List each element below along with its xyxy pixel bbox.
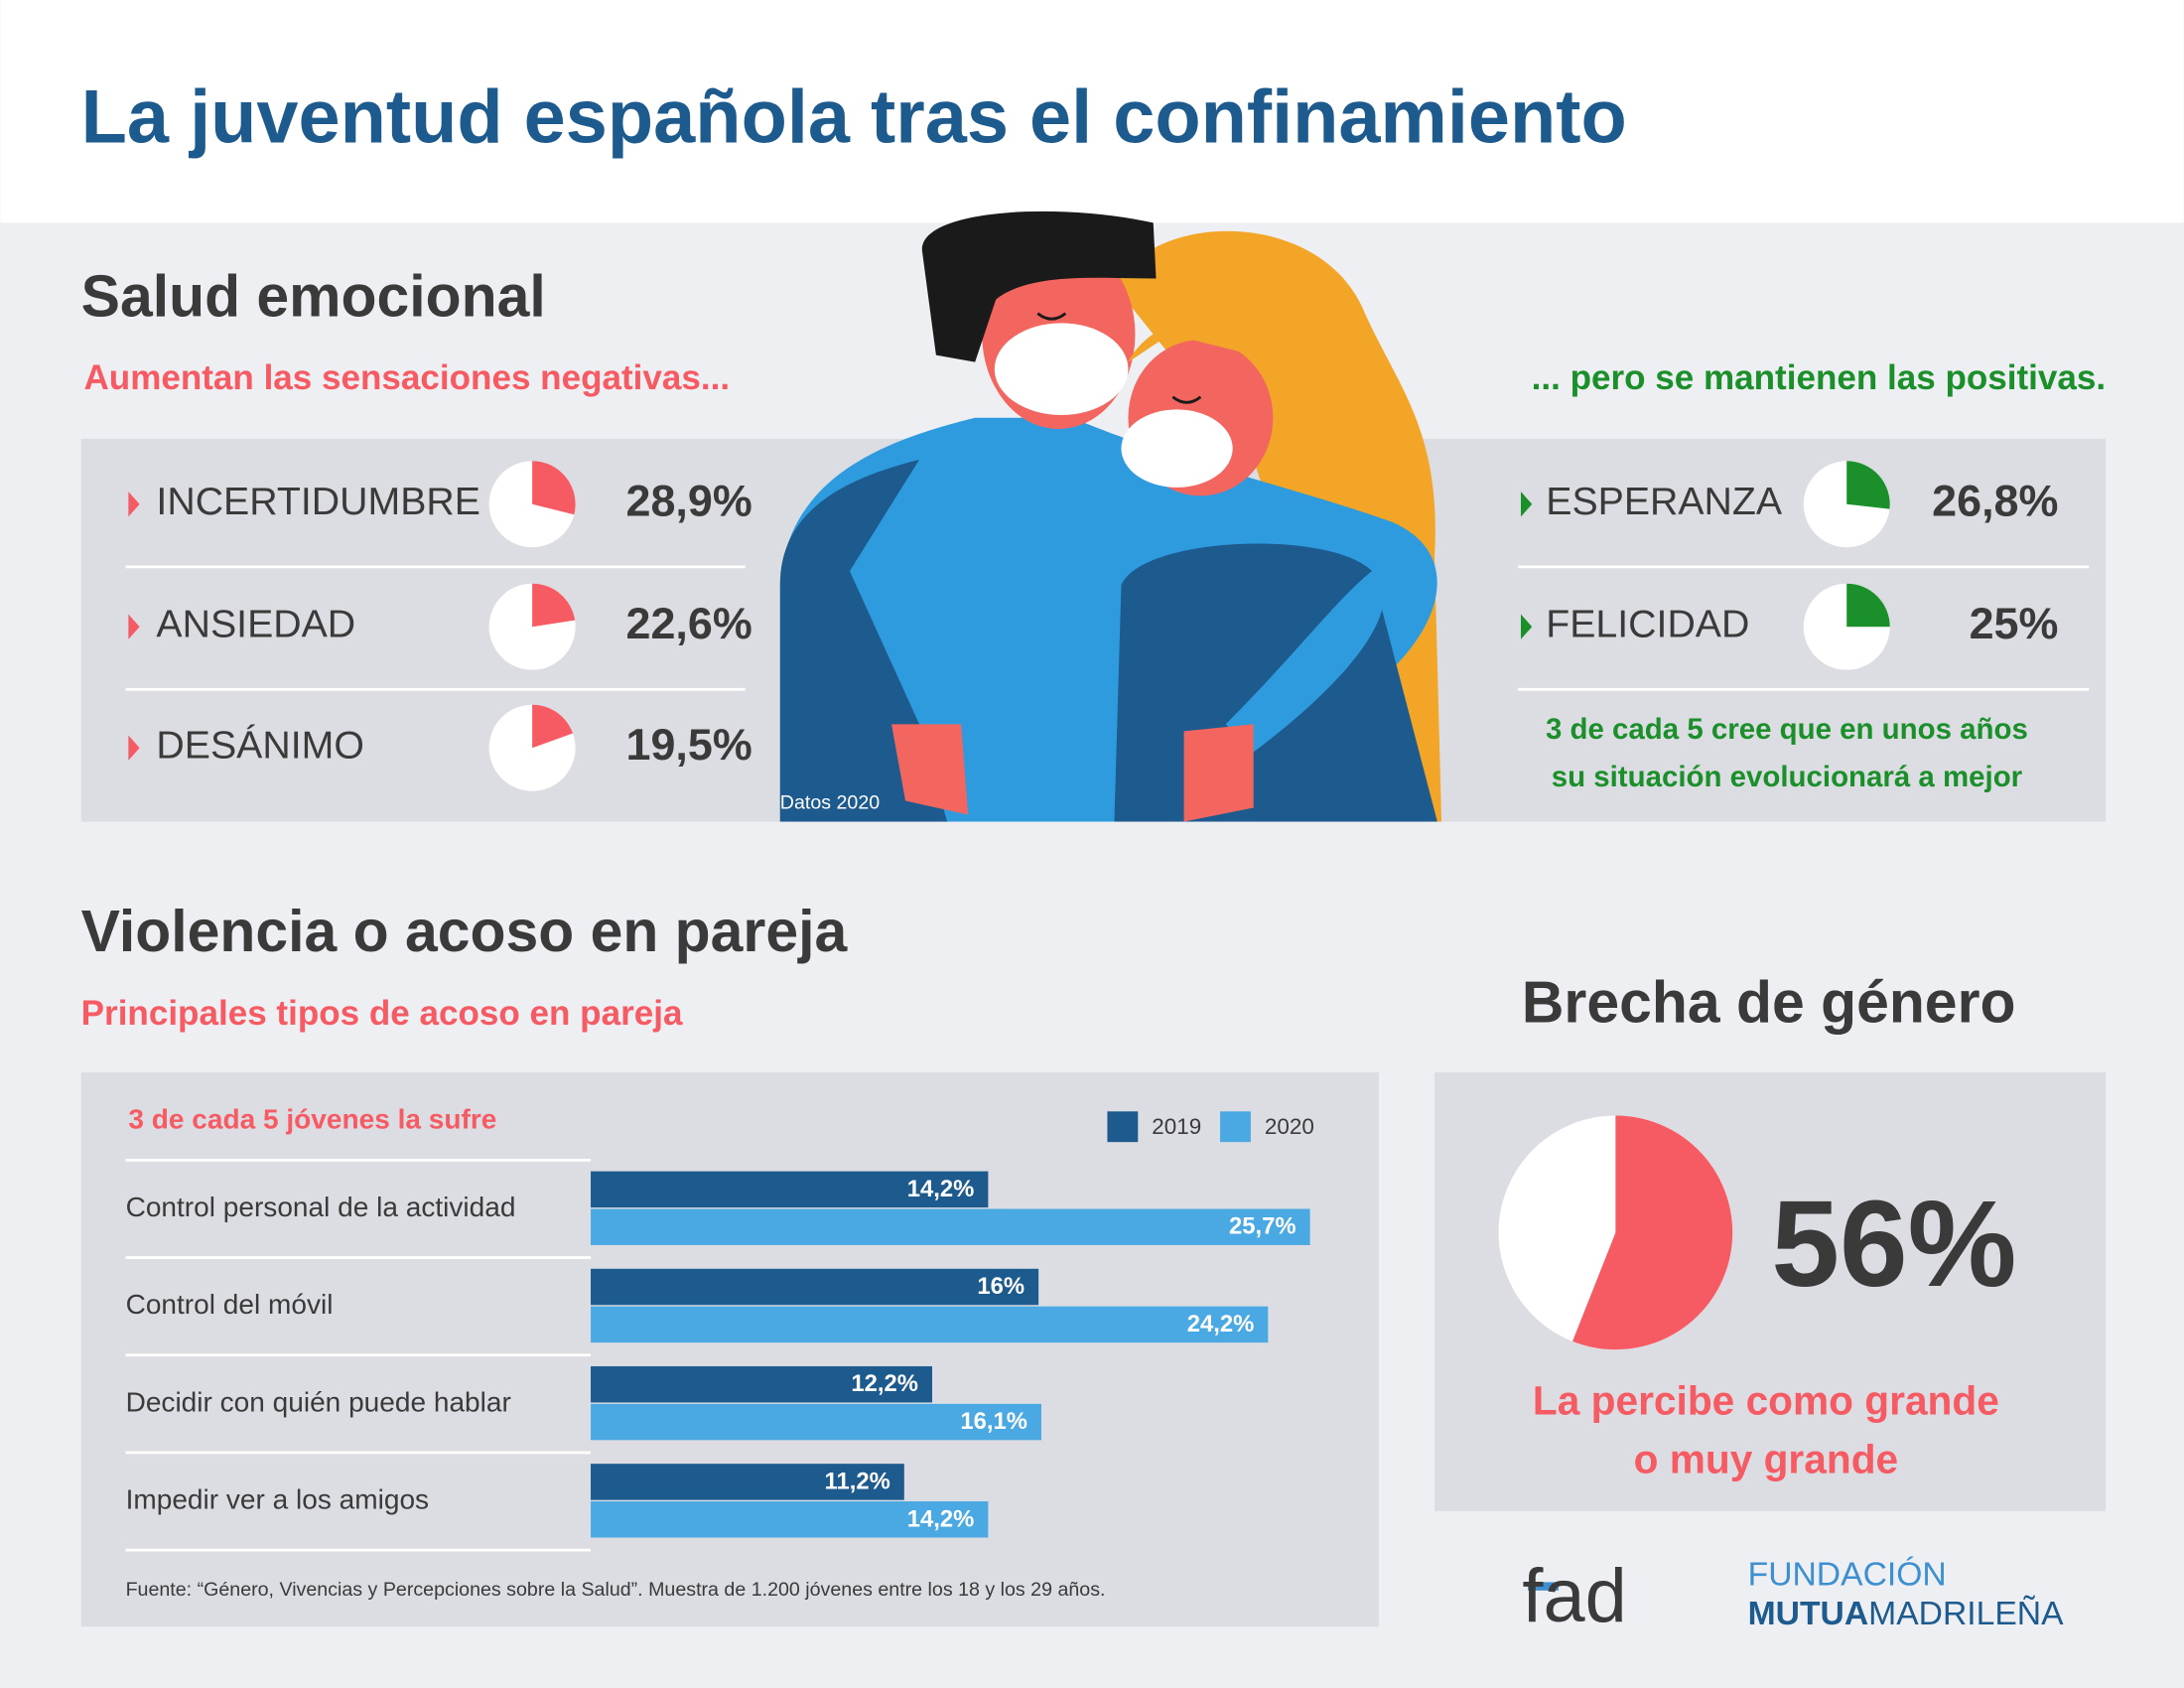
row-marker <box>128 492 140 517</box>
pie-slice <box>1846 461 1890 509</box>
bar-label: 16,1% <box>960 1408 1027 1435</box>
pie-slice <box>1572 1115 1733 1350</box>
eye <box>1171 395 1202 404</box>
bar-label: 14,2% <box>907 1176 975 1202</box>
logo: fad <box>1522 1554 1626 1638</box>
note: Datos 2020 <box>780 792 880 814</box>
category-label: ANSIEDAD <box>156 603 355 646</box>
illustration <box>779 211 1442 822</box>
pie-slice <box>532 461 576 515</box>
pie-slice <box>532 583 576 628</box>
bar <box>591 1171 989 1208</box>
caption: La percibe como grande <box>1533 1378 1999 1424</box>
header-bg <box>0 0 2184 223</box>
bar-label: 14,2% <box>907 1505 975 1532</box>
bar-label: 24,2% <box>1187 1311 1255 1337</box>
bar <box>591 1306 1269 1343</box>
eye <box>1036 312 1067 321</box>
bar-label: 12,2% <box>851 1370 918 1397</box>
caption: o muy grande <box>1634 1437 1899 1482</box>
subtitle: Aumentan las sensaciones negativas... <box>83 358 730 397</box>
panel <box>80 1072 1379 1627</box>
value-label: 28,9% <box>626 476 752 526</box>
arm <box>1225 571 1384 753</box>
category-label: ESPERANZA <box>1546 480 1783 523</box>
category-label: DESÁNIMO <box>156 724 363 768</box>
chart-title: 3 de cada 5 jóvenes la sufre <box>128 1104 496 1135</box>
bar <box>591 1208 1310 1245</box>
mask <box>1121 409 1233 488</box>
row-marker <box>1521 614 1533 639</box>
mask <box>994 323 1129 415</box>
category-label: Decidir con quién puede hablar <box>126 1386 511 1417</box>
category-label: INCERTIDUMBRE <box>156 480 480 523</box>
value-label: 56% <box>1771 1176 2016 1313</box>
bar <box>591 1365 933 1403</box>
bar-label: 11,2% <box>825 1468 890 1494</box>
pie-slice <box>1846 583 1890 628</box>
row-marker <box>1521 492 1533 517</box>
positive-note: 3 de cada 5 cree que en unos años <box>1546 713 2028 746</box>
legend-swatch <box>1107 1111 1139 1143</box>
row-marker <box>128 614 140 639</box>
pie-slice <box>532 704 574 749</box>
bar-label: 25,7% <box>1229 1213 1297 1240</box>
source: Fuente: “Género, Vivencias y Percepcione… <box>126 1579 1106 1601</box>
logo-accent <box>1528 1582 1559 1591</box>
logo-part: MADRILEÑA <box>1868 1595 2064 1632</box>
logo: MUTUAMADRILEÑA <box>1748 1595 2064 1632</box>
subtitle: ... pero se mantienen las positivas. <box>1532 358 2106 397</box>
positive-note: su situación evolucionará a mejor <box>1552 761 2023 793</box>
bar <box>591 1403 1041 1441</box>
legend-label: 2019 <box>1152 1114 1201 1139</box>
logo-part: MUTUA <box>1748 1596 1869 1632</box>
subtitle: Principales tipos de acoso en pareja <box>81 994 683 1033</box>
section-heading: Violencia o acoso en pareja <box>81 900 849 964</box>
legend-swatch <box>1220 1111 1251 1143</box>
section-heading: Brecha de género <box>1522 971 2016 1036</box>
value-label: 26,8% <box>1932 476 2058 526</box>
hand <box>1183 724 1254 822</box>
value-label: 22,6% <box>626 598 752 648</box>
bar <box>591 1268 1039 1306</box>
bar <box>591 1464 904 1500</box>
category-label: Control personal de la actividad <box>126 1192 516 1222</box>
value-label: 19,5% <box>626 719 752 770</box>
section-heading: Salud emocional <box>81 265 546 330</box>
legend-label: 2020 <box>1265 1114 1314 1139</box>
row-marker <box>128 735 140 761</box>
category-label: Impedir ver a los amigos <box>126 1483 430 1514</box>
category-label: FELICIDAD <box>1546 603 1749 646</box>
hair <box>921 211 1157 362</box>
value-label: 25% <box>1970 598 2059 648</box>
bar <box>591 1501 989 1538</box>
bar-label: 16% <box>977 1273 1024 1300</box>
hand <box>891 724 969 815</box>
category-label: Control del móvil <box>126 1289 334 1320</box>
logo: FUNDACIÓN <box>1748 1556 1947 1594</box>
main-title: La juventud española tras el confinamien… <box>81 74 1627 159</box>
